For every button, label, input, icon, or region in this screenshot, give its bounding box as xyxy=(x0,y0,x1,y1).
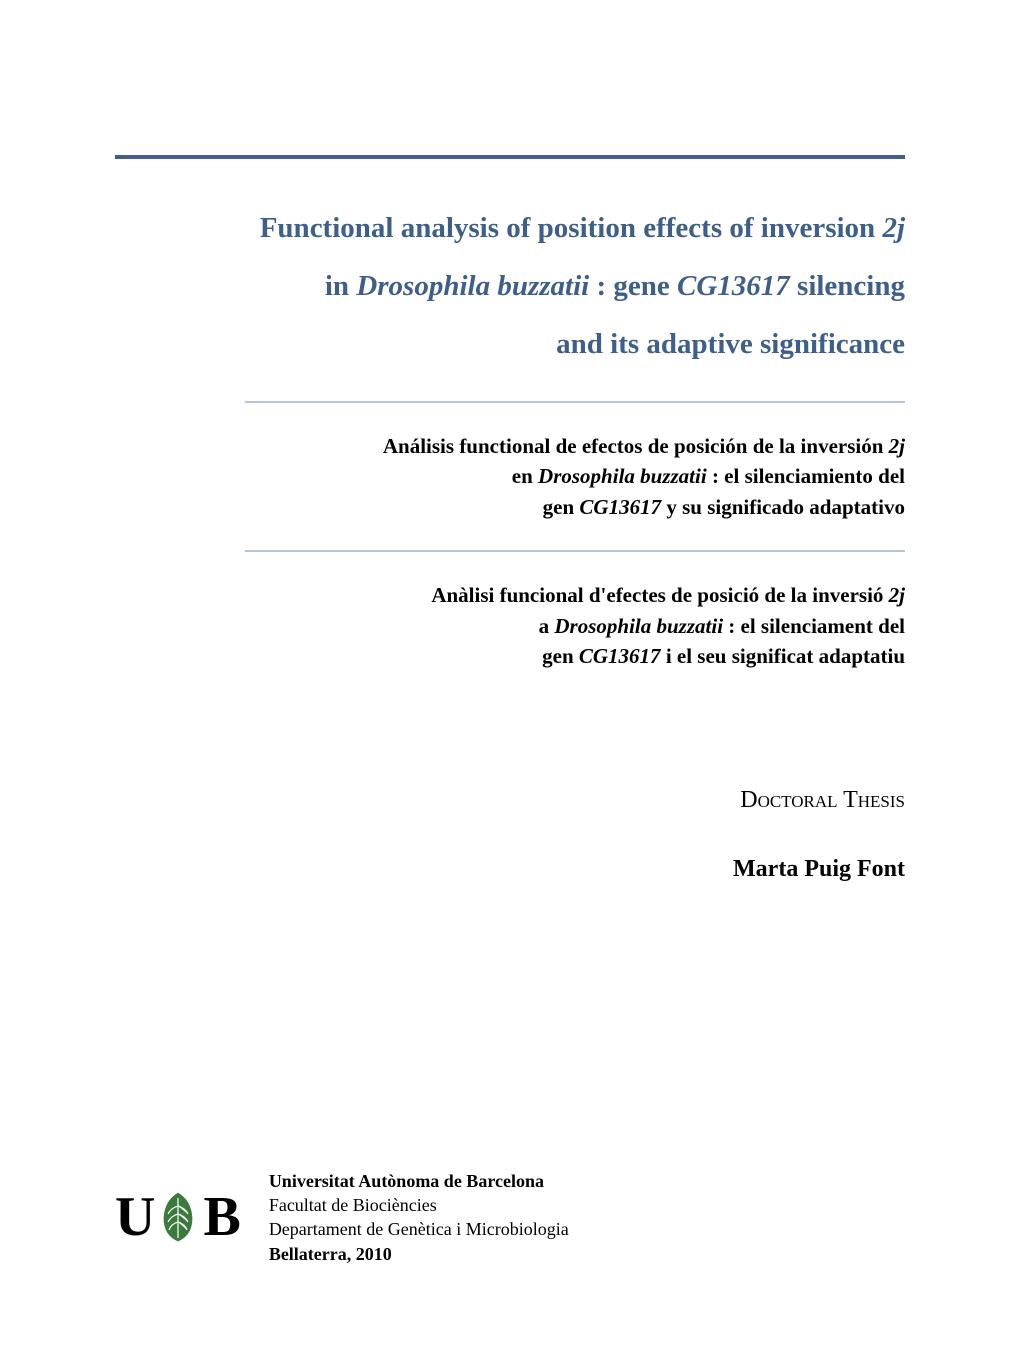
horizontal-rule-thick-top xyxy=(115,155,905,159)
institution-faculty: Facultat de Biociències xyxy=(269,1193,569,1217)
title-line-2-mid: : gene xyxy=(589,270,677,302)
subtitle-es-line-2: en Drosophila buzzatii : el silenciamien… xyxy=(245,461,905,491)
footer-block: U B Universitat Autònoma de Barcelona Fa… xyxy=(115,1169,905,1266)
subtitle-es-line-1: Análisis functional de efectos de posici… xyxy=(245,431,905,461)
logo-letter-b: B xyxy=(203,1185,238,1249)
leaf-icon xyxy=(158,1190,198,1244)
title-line-1-italic: 2j xyxy=(882,212,905,244)
institution-name: Universitat Autònoma de Barcelona xyxy=(269,1169,569,1193)
title-line-2-post: silencing xyxy=(790,270,905,302)
subtitle-es-line-3: gen CG13617 y su significado adaptativo xyxy=(245,492,905,522)
subtitle-ca-line3-pre: gen xyxy=(542,644,579,668)
subtitle-catalan: Anàlisi funcional d'efectes de posició d… xyxy=(245,580,905,671)
subtitle-ca-line2-pre: a xyxy=(539,614,555,638)
uab-logo: U B xyxy=(115,1185,239,1249)
title-line-3: and its adaptive significance xyxy=(115,315,905,373)
subtitle-es-line1-pre: Análisis functional de efectos de posici… xyxy=(383,434,889,458)
institution-location-year: Bellaterra, 2010 xyxy=(269,1242,569,1266)
subtitle-es-line3-italic: CG13617 xyxy=(579,495,661,519)
subtitle-ca-line-1: Anàlisi funcional d'efectes de posició d… xyxy=(245,580,905,610)
title-line-2-pre: in xyxy=(325,270,356,302)
horizontal-rule-thin-2 xyxy=(245,550,905,552)
subtitle-es-line2-italic: Drosophila buzzatii xyxy=(538,464,707,488)
subtitle-es-line2-post: : el silenciamiento del xyxy=(707,464,905,488)
institution-block: Universitat Autònoma de Barcelona Facult… xyxy=(269,1169,569,1266)
horizontal-rule-thin-1 xyxy=(245,401,905,403)
subtitle-ca-line3-italic: CG13617 xyxy=(579,644,661,668)
author-name: Marta Puig Font xyxy=(115,856,905,883)
subtitle-es-line1-italic: 2j xyxy=(889,434,905,458)
institution-department: Departament de Genètica i Microbiologia xyxy=(269,1217,569,1241)
subtitle-ca-line2-italic: Drosophila buzzatii xyxy=(554,614,723,638)
subtitle-ca-line1-italic: 2j xyxy=(889,583,905,607)
main-title: Functional analysis of position effects … xyxy=(115,199,905,373)
subtitle-es-line3-post: y su significado adaptativo xyxy=(661,495,905,519)
title-line-1: Functional analysis of position effects … xyxy=(115,199,905,257)
subtitle-ca-line-2: a Drosophila buzzatii : el silenciament … xyxy=(245,611,905,641)
subtitle-es-line3-pre: gen xyxy=(543,495,580,519)
subtitle-ca-line-3: gen CG13617 i el seu significat adaptati… xyxy=(245,641,905,671)
title-line-2: in Drosophila buzzatii : gene CG13617 si… xyxy=(115,257,905,315)
subtitle-ca-line3-post: i el seu significat adaptatiu xyxy=(661,644,905,668)
subtitle-ca-line2-post: : el silenciament del xyxy=(723,614,905,638)
title-line-2-italic1: Drosophila buzzatii xyxy=(356,270,589,302)
subtitle-ca-line1-pre: Anàlisi funcional d'efectes de posició d… xyxy=(431,583,888,607)
title-line-1-text: Functional analysis of position effects … xyxy=(260,212,883,244)
subtitle-spanish: Análisis functional de efectos de posici… xyxy=(245,431,905,522)
document-type: Doctoral Thesis xyxy=(115,787,905,814)
title-line-2-italic2: CG13617 xyxy=(677,270,790,302)
subtitle-es-line2-pre: en xyxy=(512,464,538,488)
logo-letter-u: U xyxy=(115,1185,153,1249)
